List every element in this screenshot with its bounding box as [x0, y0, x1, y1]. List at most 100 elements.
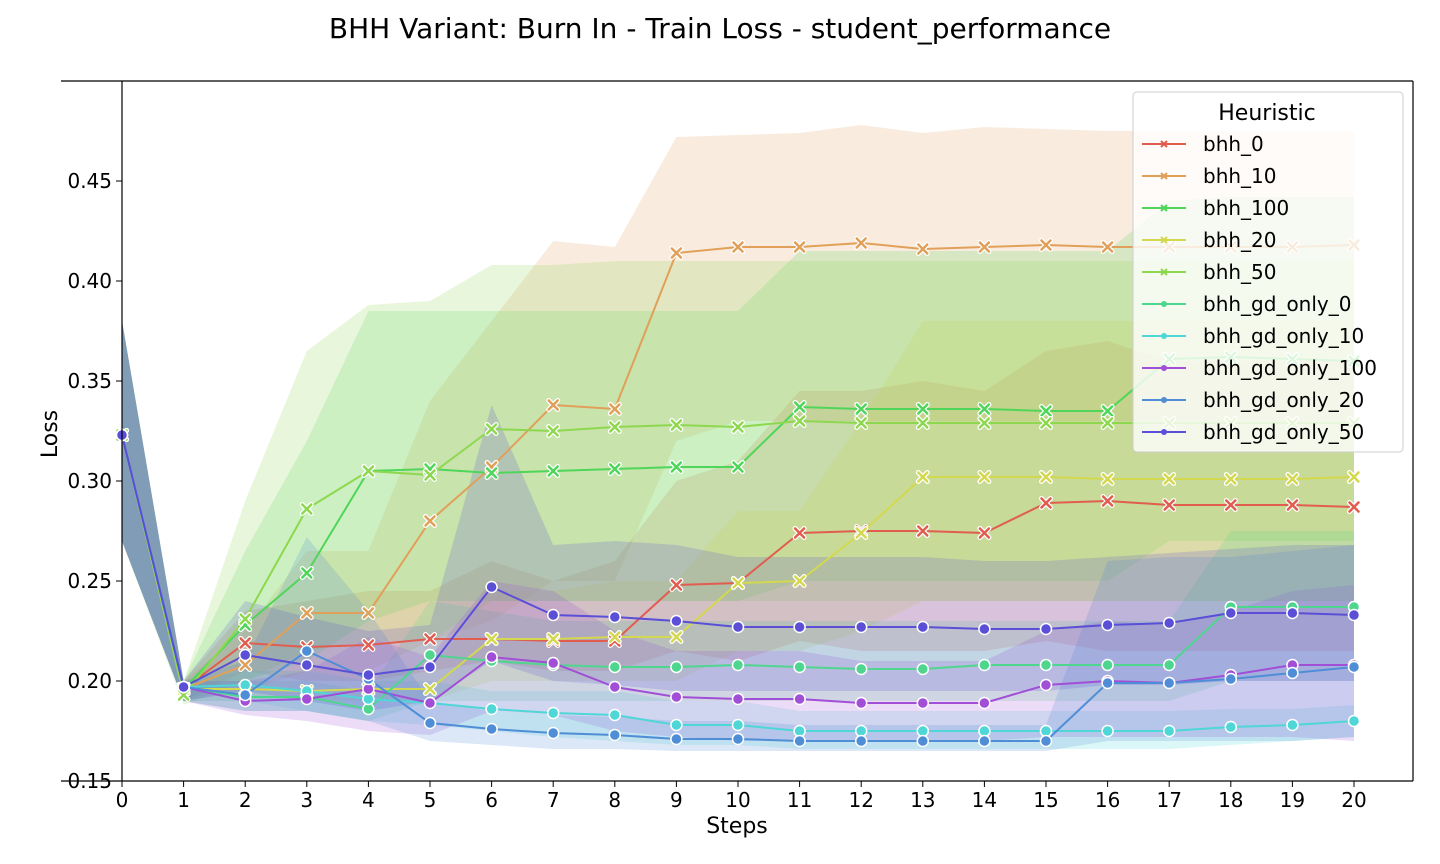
marker-bhh-10-8	[607, 402, 622, 416]
marker-bhh-20-17	[1162, 472, 1177, 486]
marker-bhh-20-14	[977, 470, 992, 484]
marker-bhh-100-12	[854, 402, 869, 416]
marker-bhh-gd-only-50-1	[177, 680, 190, 694]
marker-bhh-gd-only-50-11	[793, 620, 806, 634]
marker-bhh-gd-only-100-7	[546, 656, 560, 670]
marker-cross	[1040, 417, 1052, 429]
x-tick-label: 18	[1218, 788, 1243, 812]
marker-cross	[424, 633, 436, 645]
marker-cross	[485, 467, 498, 479]
marker-bhh-gd-only-20-15	[1039, 734, 1053, 748]
marker-bhh-20-9	[669, 630, 684, 644]
marker-cross	[1163, 473, 1175, 485]
marker-bhh-10-13	[915, 242, 930, 256]
marker-bhh-0-18	[1223, 498, 1238, 512]
marker-bhh-0-5	[423, 632, 437, 646]
x-tick-label: 3	[300, 788, 313, 812]
marker-cross	[670, 579, 683, 591]
x-tick-label: 7	[547, 788, 560, 812]
marker-bhh-gd-only-50-16	[1101, 618, 1114, 632]
marker-cross	[793, 241, 806, 253]
marker-cross	[547, 425, 559, 437]
legend-item-bhh-gd-only-100: bhh_gd_only_100	[1142, 356, 1377, 380]
marker-bhh-gd-only-50-20	[1347, 608, 1361, 622]
marker-bhh-gd-only-20-9	[670, 732, 683, 746]
marker-bhh-0-13	[915, 524, 930, 538]
legend-swatch-marker	[1161, 301, 1167, 307]
marker-bhh-100-8	[607, 462, 622, 476]
marker-cross	[978, 403, 991, 415]
marker-bhh-gd-only-10-20	[1347, 714, 1361, 728]
confidence-bands	[122, 125, 1354, 751]
marker-bhh-gd-only-100-13	[916, 696, 930, 710]
legend-label: bhh_50	[1203, 260, 1277, 284]
legend-label: bhh_gd_only_20	[1203, 388, 1364, 412]
x-axis-label: Steps	[706, 814, 768, 839]
marker-cross	[978, 471, 991, 483]
marker-bhh-50-4	[361, 464, 376, 478]
marker-bhh-100-11	[792, 400, 807, 414]
marker-bhh-gd-only-50-19	[1286, 606, 1299, 620]
marker-bhh-gd-only-50-3	[300, 658, 314, 672]
marker-bhh-10-10	[731, 240, 745, 254]
marker-bhh-gd-only-10-8	[608, 708, 622, 722]
y-tick-label: 0.40	[67, 269, 112, 293]
marker-bhh-50-8	[607, 420, 622, 434]
legend-swatch-marker	[1161, 333, 1167, 339]
marker-bhh-20-12	[854, 526, 869, 540]
marker-bhh-gd-only-0-13	[916, 662, 930, 676]
marker-cross	[732, 241, 744, 253]
marker-bhh-gd-only-50-4	[362, 668, 375, 682]
marker-bhh-gd-only-100-9	[670, 690, 683, 704]
marker-bhh-gd-only-10-9	[670, 718, 683, 732]
y-tick-label: 0.20	[67, 669, 112, 693]
marker-bhh-100-16	[1100, 404, 1115, 418]
marker-bhh-20-10	[731, 576, 745, 590]
marker-bhh-20-5	[423, 682, 437, 696]
marker-bhh-gd-only-20-12	[854, 734, 868, 748]
legend-box	[1132, 91, 1404, 453]
marker-bhh-0-11	[792, 526, 807, 540]
legend-label: bhh_gd_only_10	[1203, 324, 1364, 348]
marker-bhh-gd-only-100-5	[423, 696, 437, 710]
marker-bhh-gd-only-10-10	[731, 718, 745, 732]
marker-cross	[793, 575, 806, 587]
marker-cross	[670, 631, 683, 643]
legend-item-bhh-0: bhh_0	[1142, 132, 1264, 156]
marker-bhh-10-12	[854, 236, 869, 250]
marker-bhh-20-11	[792, 574, 807, 588]
marker-bhh-10-14	[977, 240, 992, 254]
marker-cross	[978, 417, 991, 429]
marker-bhh-gd-only-10-6	[485, 702, 498, 716]
marker-cross	[978, 527, 991, 539]
y-tick-label: 0.15	[67, 769, 112, 793]
marker-bhh-gd-only-50-14	[978, 622, 991, 636]
marker-bhh-gd-only-0-12	[854, 662, 868, 676]
marker-cross	[732, 577, 744, 589]
legend-label: bhh_0	[1203, 132, 1264, 156]
marker-bhh-20-7	[546, 632, 561, 646]
marker-bhh-10-2	[238, 658, 253, 672]
marker-bhh-20-18	[1223, 472, 1238, 486]
marker-cross	[424, 469, 436, 481]
marker-bhh-0-15	[1039, 496, 1053, 510]
marker-cross	[1101, 405, 1114, 417]
x-tick-label: 19	[1280, 788, 1305, 812]
x-tick-label: 14	[972, 788, 997, 812]
marker-bhh-gd-only-50-10	[731, 620, 745, 634]
marker-cross	[301, 607, 313, 619]
marker-cross	[670, 419, 683, 431]
marker-bhh-gd-only-50-9	[670, 614, 683, 628]
x-tick-label: 10	[725, 788, 750, 812]
marker-bhh-gd-only-20-8	[608, 728, 622, 742]
marker-bhh-20-20	[1347, 470, 1361, 484]
chart-title: BHH Variant: Burn In - Train Loss - stud…	[329, 12, 1111, 45]
legend-title: Heuristic	[1218, 101, 1315, 126]
marker-bhh-gd-only-0-11	[793, 660, 806, 674]
marker-bhh-gd-only-10-7	[546, 706, 560, 720]
marker-bhh-50-15	[1039, 416, 1053, 430]
band-bhh-gd-only-100	[122, 321, 1354, 741]
marker-bhh-gd-only-10-18	[1224, 720, 1238, 734]
marker-cross	[917, 403, 929, 415]
band-bhh-10	[122, 125, 1354, 701]
